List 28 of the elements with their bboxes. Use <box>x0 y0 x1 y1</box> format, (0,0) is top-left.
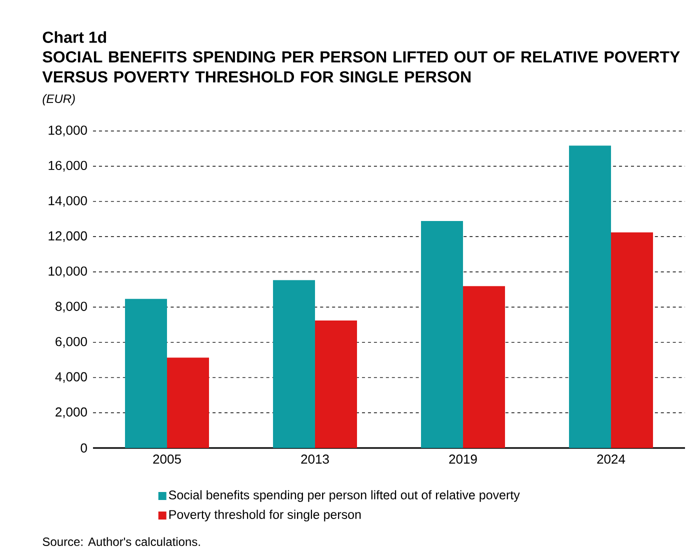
y-tick-label: 10,000 <box>48 266 87 278</box>
bar <box>421 220 464 448</box>
chart-subtitle: SOCIAL BENEFITS SPENDING PER PERSON LIFTED OUT OF RELATIVE POVERTY VERSUS POVERTY THRESHOLD FOR SINGLE PERSON <box>42 51 680 83</box>
y-tick-label: 2,000 <box>56 407 87 418</box>
x-tick-label: 2024 <box>597 454 626 464</box>
bar <box>125 298 168 448</box>
bar <box>611 232 654 448</box>
legend-label: Poverty threshold for single person <box>169 510 361 522</box>
x-tick-label: 2013 <box>301 454 329 464</box>
y-tick-label: 8,000 <box>56 302 87 312</box>
y-tick-label: 12,000 <box>48 231 87 242</box>
y-tick-label: 14,000 <box>48 196 87 207</box>
legend-label: Social benefits spending per person lifted out of relative poverty <box>168 490 520 502</box>
source-note: Source: Author's calculations. <box>42 537 200 546</box>
y-axis-title: (EUR) <box>42 94 75 106</box>
x-tick-label: 2005 <box>153 454 181 464</box>
y-tick-label: 4,000 <box>55 372 87 383</box>
y-tick-label: 16,000 <box>48 160 87 172</box>
bar <box>463 286 506 448</box>
bar <box>273 280 316 448</box>
y-tick-label: 18,000 <box>48 126 87 136</box>
bar <box>569 146 612 448</box>
x-tick-label: 2019 <box>449 454 477 464</box>
chart-title: Chart 1d <box>42 31 106 43</box>
y-tick-label: 6,000 <box>56 336 87 348</box>
y-tick-label: 0 <box>80 443 87 453</box>
bar <box>315 320 358 448</box>
bar <box>167 358 210 448</box>
